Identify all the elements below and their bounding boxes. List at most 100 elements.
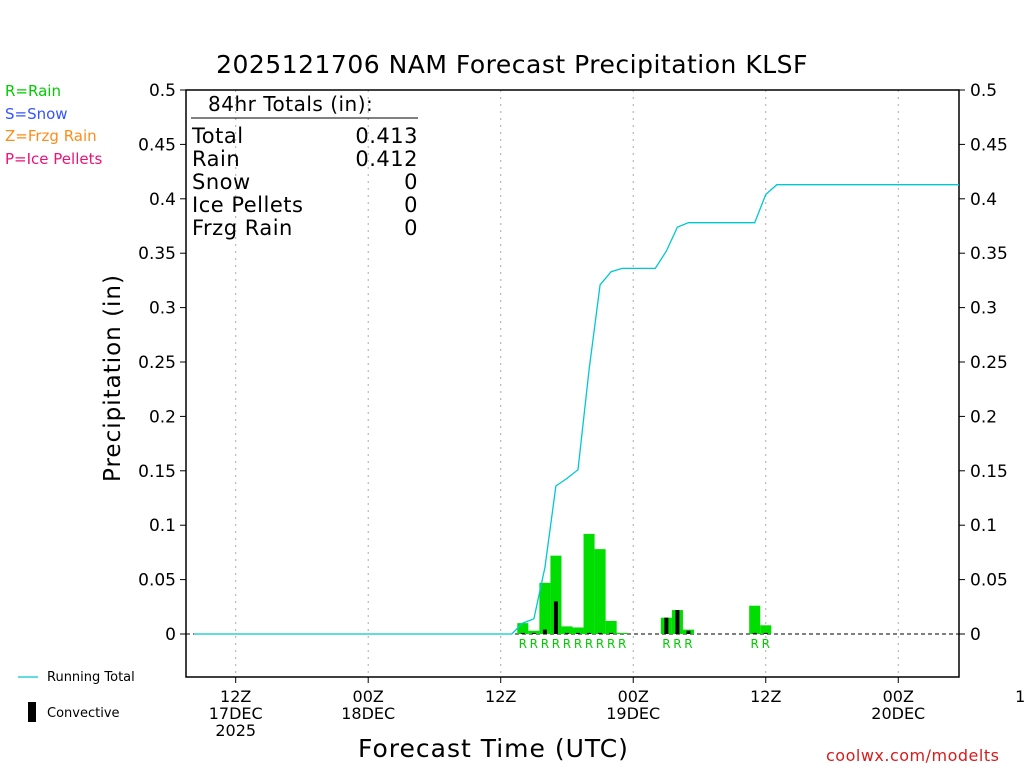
y-tick-label-left: 0.2 [149,407,176,427]
y-tick-label-right: 0.5 [970,81,997,101]
x-axis-label: Forecast Time (UTC) [358,734,629,763]
y-tick-label-right: 0.3 [970,299,997,319]
totals-rain-value: 0.412 [355,147,418,171]
y-tick-label-right: 0.25 [970,353,1008,373]
x-tick-label: 00Z [618,687,649,706]
precip-type-label: R [552,637,560,651]
y-tick-label-left: 0.3 [149,299,176,319]
y-tick-label-left: 0.35 [138,244,176,264]
y-tick-label-left: 0.25 [138,353,176,373]
precip-bar [539,582,551,634]
totals-frzg-rain-label: Frzg Rain [192,216,293,240]
legend-running-total-label: Running Total [47,670,135,685]
x-tick-label: 00Z [883,687,914,706]
convective-bar [752,632,757,634]
totals-snow-value: 0 [404,170,418,194]
y-tick-label-left: 0.05 [138,571,176,591]
precip-bar [594,549,606,634]
convective-bar [763,632,768,634]
precip-bar [583,533,595,634]
precip-bar [572,627,584,634]
convective-bar [520,632,525,634]
convective-bar [542,629,547,634]
convective-bar [531,632,536,634]
precip-bar [749,605,761,634]
convective-bar [553,601,558,634]
precip-type-label: R [519,637,527,651]
y-tick-label-right: 0.45 [970,135,1008,155]
totals-total-label: Total [192,124,244,148]
x-tick-label: 19DEC [606,704,660,723]
convective-bar [576,632,581,634]
y-tick-label-right: 0.05 [970,571,1008,591]
y-tick-label-left: 0.1 [149,516,176,536]
x-tick-label: 12Z [750,687,781,706]
precip-type-label: R [684,637,692,651]
y-tick-label-left: 0 [165,625,176,645]
watermark: coolwx.com/modelts [826,746,1000,765]
y-axis-label: Precipitation (in) [100,274,126,482]
y-tick-label-right: 0 [970,625,981,645]
y-tick-label-right: 0.1 [970,516,997,536]
y-tick-label-right: 0.35 [970,244,1008,264]
totals-total-value: 0.413 [355,124,418,148]
convective-bar [686,630,691,634]
legend-convective-swatch [28,702,36,722]
totals-rain-label: Rain [192,147,241,171]
y-tick-label-left: 0.15 [138,462,176,482]
x-tick-label: 17DEC [209,704,263,723]
totals-frzg-rain-value: 0 [404,216,418,240]
precip-type-label: R [563,637,571,651]
legend-ice-pellets: P=Ice Pellets [5,150,103,168]
convective-bar [598,632,603,634]
precip-type-label: R [751,637,759,651]
precip-type-label: R [530,637,538,651]
precip-type-label: R [541,637,549,651]
precip-type-label: R [673,637,681,651]
precip-type-label: R [762,637,770,651]
convective-bar [675,610,680,634]
legend-rain: R=Rain [5,82,61,100]
legend-convective-label: Convective [47,706,120,721]
totals-snow-label: Snow [192,170,251,194]
x-tick-label: 12Z [1015,687,1024,706]
convective-bar [664,617,669,634]
legend-freezing-rain: Z=Frzg Rain [5,127,97,145]
precip-type-label: R [618,637,626,651]
x-tick-label: 18DEC [341,704,395,723]
x-tick-label: 20DEC [871,704,925,723]
precip-bar [561,626,573,634]
y-tick-label-left: 0.5 [149,81,176,101]
totals-ice-pellets-label: Ice Pellets [192,193,304,217]
y-tick-label-right: 0.4 [970,190,997,210]
convective-bar [609,632,614,634]
convective-bar [587,632,592,634]
y-tick-label-right: 0.2 [970,407,997,427]
precip-type-label: R [574,637,582,651]
precip-type-label: R [596,637,604,651]
convective-bar [564,632,569,634]
precip-bar [616,632,628,634]
x-tick-label: 12Z [220,687,251,706]
precip-bar [528,630,540,634]
precip-type-label: R [662,637,670,651]
precip-type-label: R [607,637,615,651]
y-tick-label-right: 0.15 [970,462,1008,482]
x-tick-label: 2025 [215,721,256,740]
y-tick-label-left: 0.45 [138,135,176,155]
precip-type-label: R [585,637,593,651]
totals-heading: 84hr Totals (in): [208,92,374,116]
precip-bar [550,555,562,634]
precip-bar [605,620,617,634]
y-tick-label-left: 0.4 [149,190,176,210]
x-tick-label: 12Z [485,687,516,706]
plot-frame [185,89,960,678]
running-total-line [194,184,959,635]
totals-ice-pellets-value: 0 [404,193,418,217]
precip-bar [760,625,772,634]
x-tick-label: 00Z [353,687,384,706]
chart-title: 2025121706 NAM Forecast Precipitation KL… [216,50,808,79]
precip-bar [517,623,529,634]
legend-snow: S=Snow [5,105,68,123]
